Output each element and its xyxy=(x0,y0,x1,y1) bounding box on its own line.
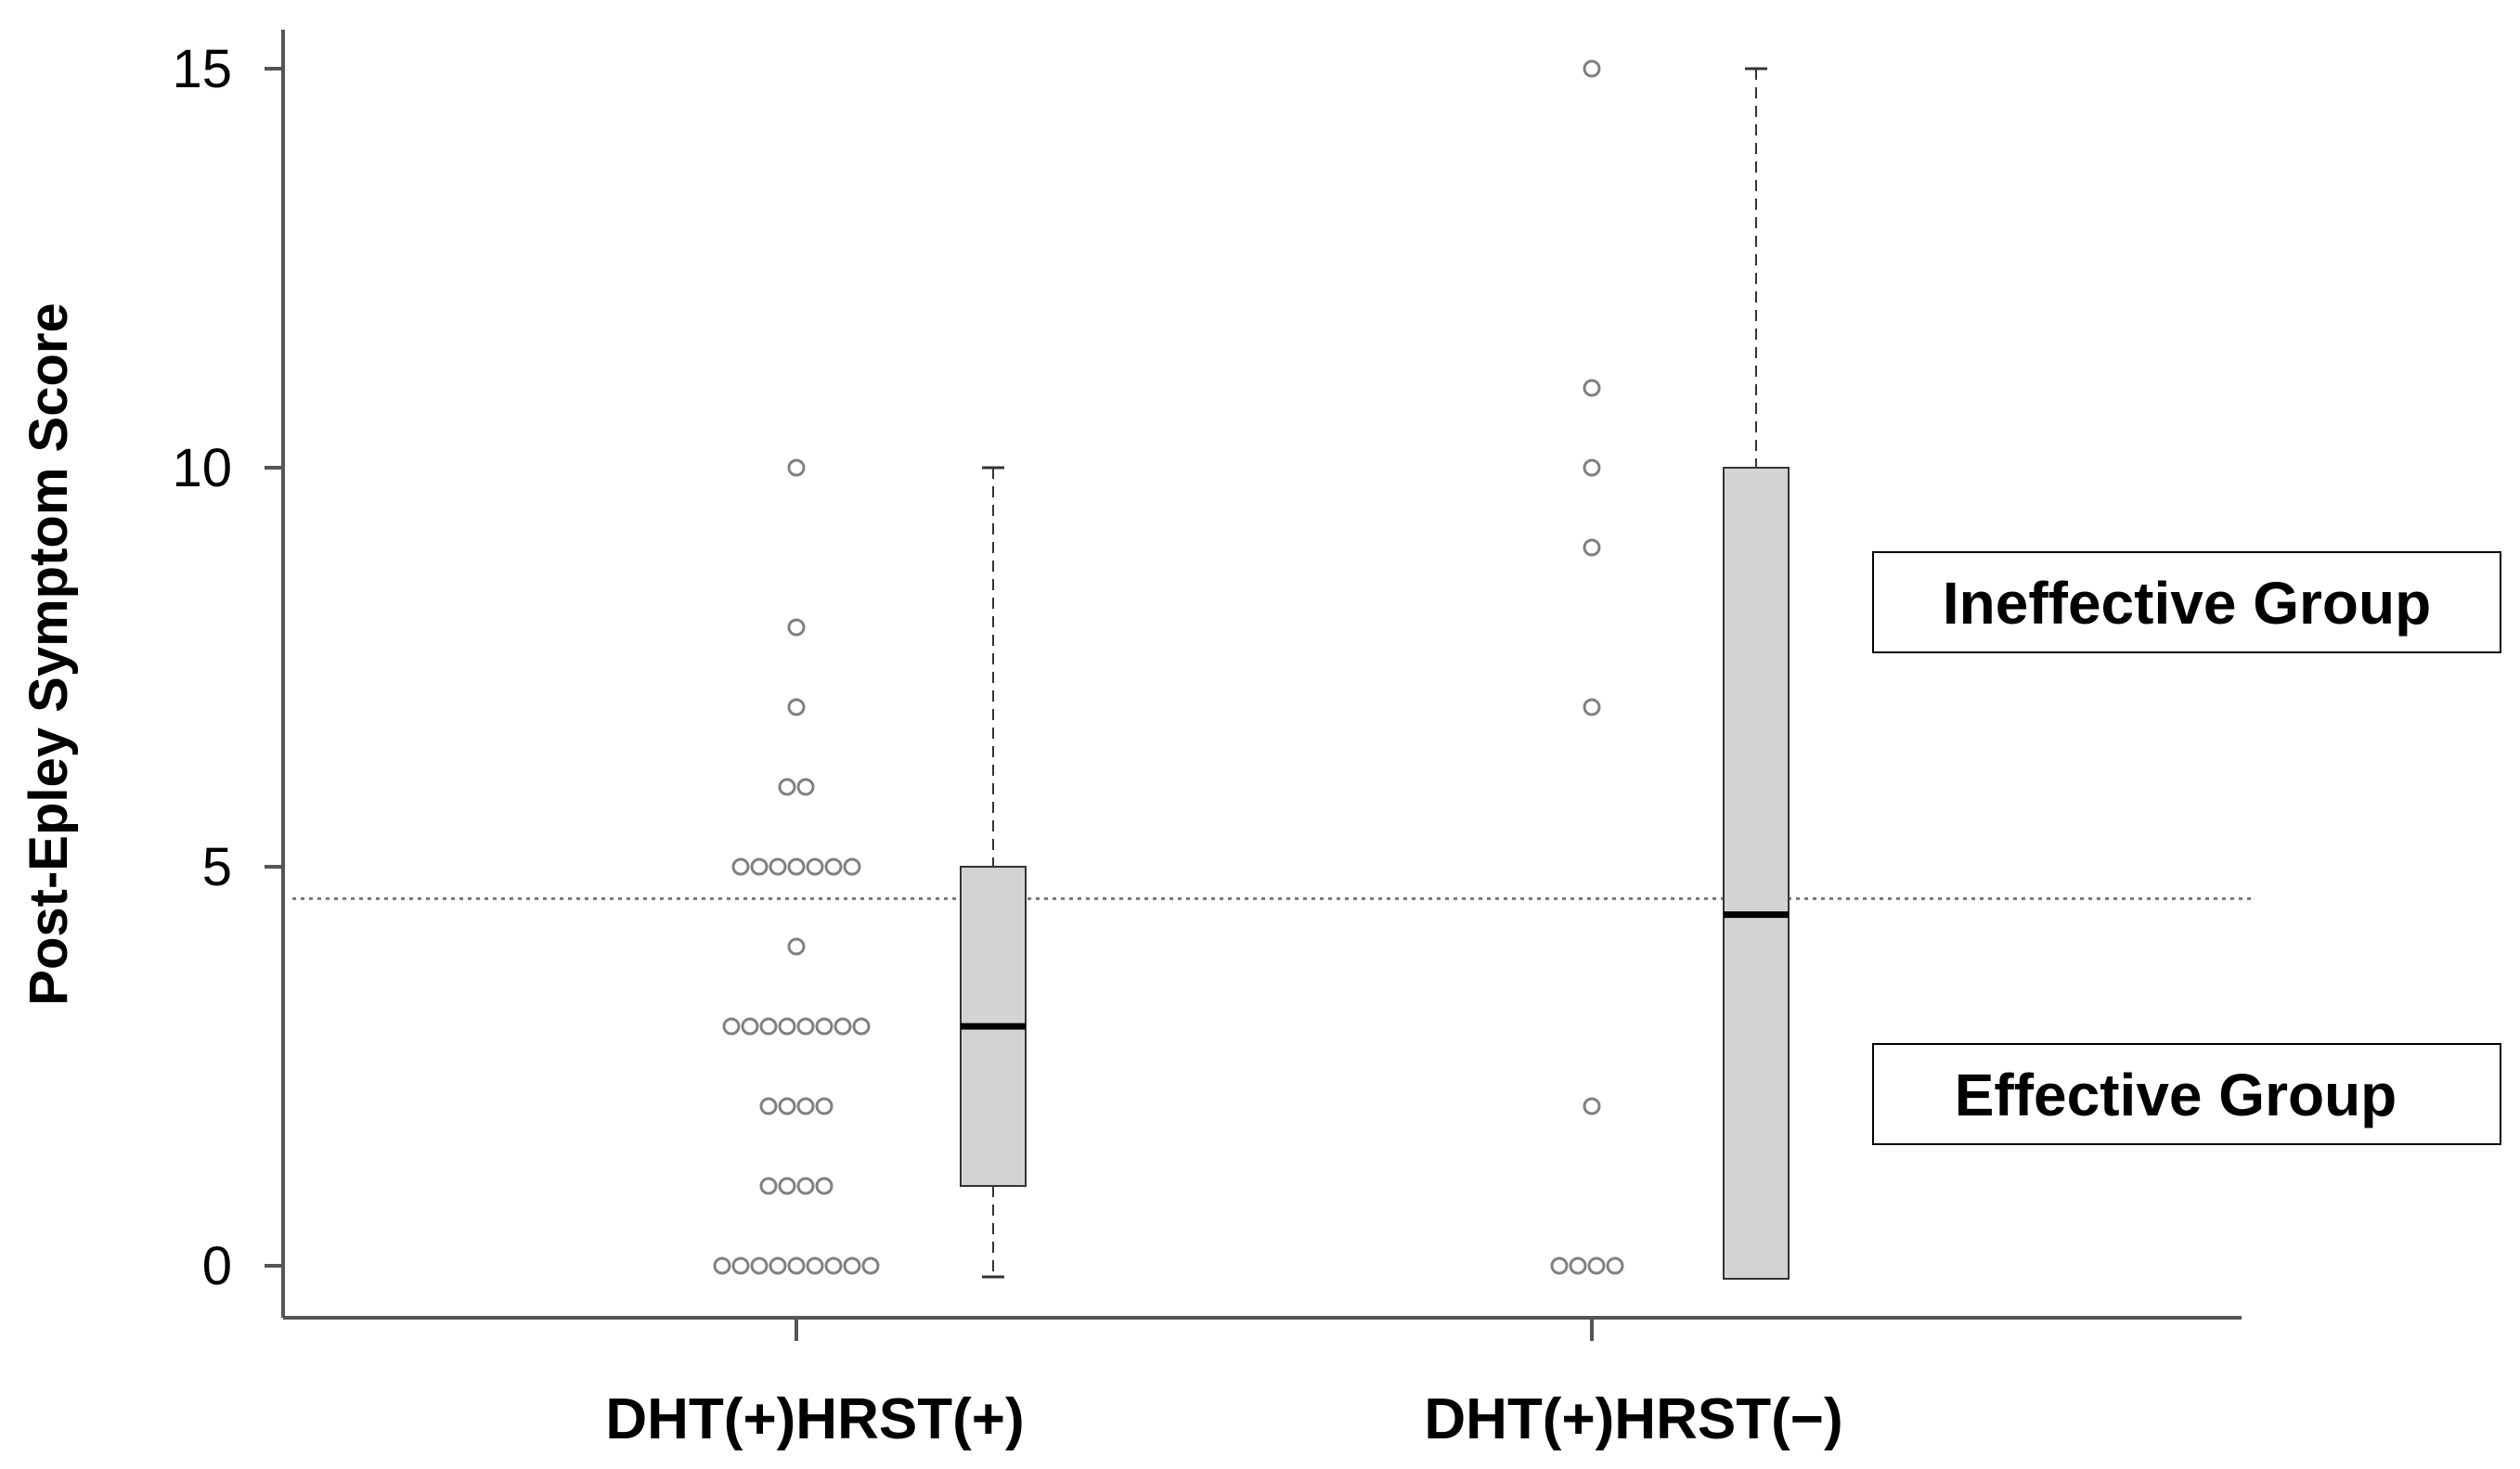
y-tick-label: 15 xyxy=(172,39,232,99)
data-point xyxy=(750,1256,769,1275)
data-point xyxy=(787,698,806,716)
data-point xyxy=(759,1177,778,1195)
data-point xyxy=(1583,379,1601,397)
data-point xyxy=(1587,1256,1606,1275)
x-category-label: DHT(+)HRST(−) xyxy=(1424,1387,1842,1451)
data-point xyxy=(731,1256,750,1275)
y-tick-label: 10 xyxy=(172,438,232,498)
data-point xyxy=(815,1177,834,1195)
data-point xyxy=(750,857,769,876)
data-point xyxy=(787,857,806,876)
data-point xyxy=(722,1017,741,1036)
data-point xyxy=(796,778,815,796)
x-ticks: DHT(+)HRST(+) DHT(+)HRST(−) xyxy=(605,1318,1843,1451)
data-point xyxy=(778,1097,796,1115)
data-point xyxy=(787,1256,806,1275)
data-point xyxy=(796,1177,815,1195)
data-point xyxy=(787,618,806,637)
ineffective-group-note: Ineffective Group xyxy=(1872,551,2501,653)
data-point xyxy=(796,1017,815,1036)
data-point xyxy=(843,1256,861,1275)
data-point xyxy=(815,1017,834,1036)
data-point xyxy=(759,1017,778,1036)
data-point xyxy=(713,1256,731,1275)
data-point xyxy=(843,857,861,876)
data-point xyxy=(824,1256,843,1275)
ineffective-group-label: Ineffective Group xyxy=(1943,570,2431,637)
data-point xyxy=(1606,1256,1624,1275)
y-axis-label: Post-Epley Symptom Score xyxy=(19,303,79,1005)
effective-group-note: Effective Group xyxy=(1872,1043,2501,1145)
y-ticks: 0 5 10 15 xyxy=(172,39,283,1296)
data-point xyxy=(778,1177,796,1195)
y-tick-label: 5 xyxy=(202,837,232,897)
data-point xyxy=(815,1097,834,1115)
y-tick-label: 0 xyxy=(202,1236,232,1296)
points xyxy=(713,59,1624,1275)
data-point xyxy=(1583,698,1601,716)
data-point xyxy=(1583,458,1601,477)
iqr-box xyxy=(1723,467,1790,1280)
data-point xyxy=(1583,1097,1601,1115)
x-category-label: DHT(+)HRST(+) xyxy=(605,1387,1024,1451)
data-point xyxy=(806,857,824,876)
data-point xyxy=(759,1097,778,1115)
effective-group-label: Effective Group xyxy=(1955,1062,2397,1128)
data-point xyxy=(834,1017,852,1036)
data-point xyxy=(741,1017,759,1036)
data-point xyxy=(824,857,843,876)
data-point xyxy=(1569,1256,1587,1275)
data-point xyxy=(1583,538,1601,557)
boxes xyxy=(960,67,1790,1280)
data-point xyxy=(806,1256,824,1275)
data-point xyxy=(731,857,750,876)
data-point xyxy=(1550,1256,1569,1275)
data-point xyxy=(796,1097,815,1115)
data-point xyxy=(778,778,796,796)
data-point xyxy=(861,1256,880,1275)
data-point xyxy=(769,857,787,876)
data-point xyxy=(852,1017,871,1036)
data-point xyxy=(769,1256,787,1275)
data-point xyxy=(778,1017,796,1036)
data-point xyxy=(787,937,806,956)
data-point xyxy=(787,458,806,477)
data-point xyxy=(1583,59,1601,78)
